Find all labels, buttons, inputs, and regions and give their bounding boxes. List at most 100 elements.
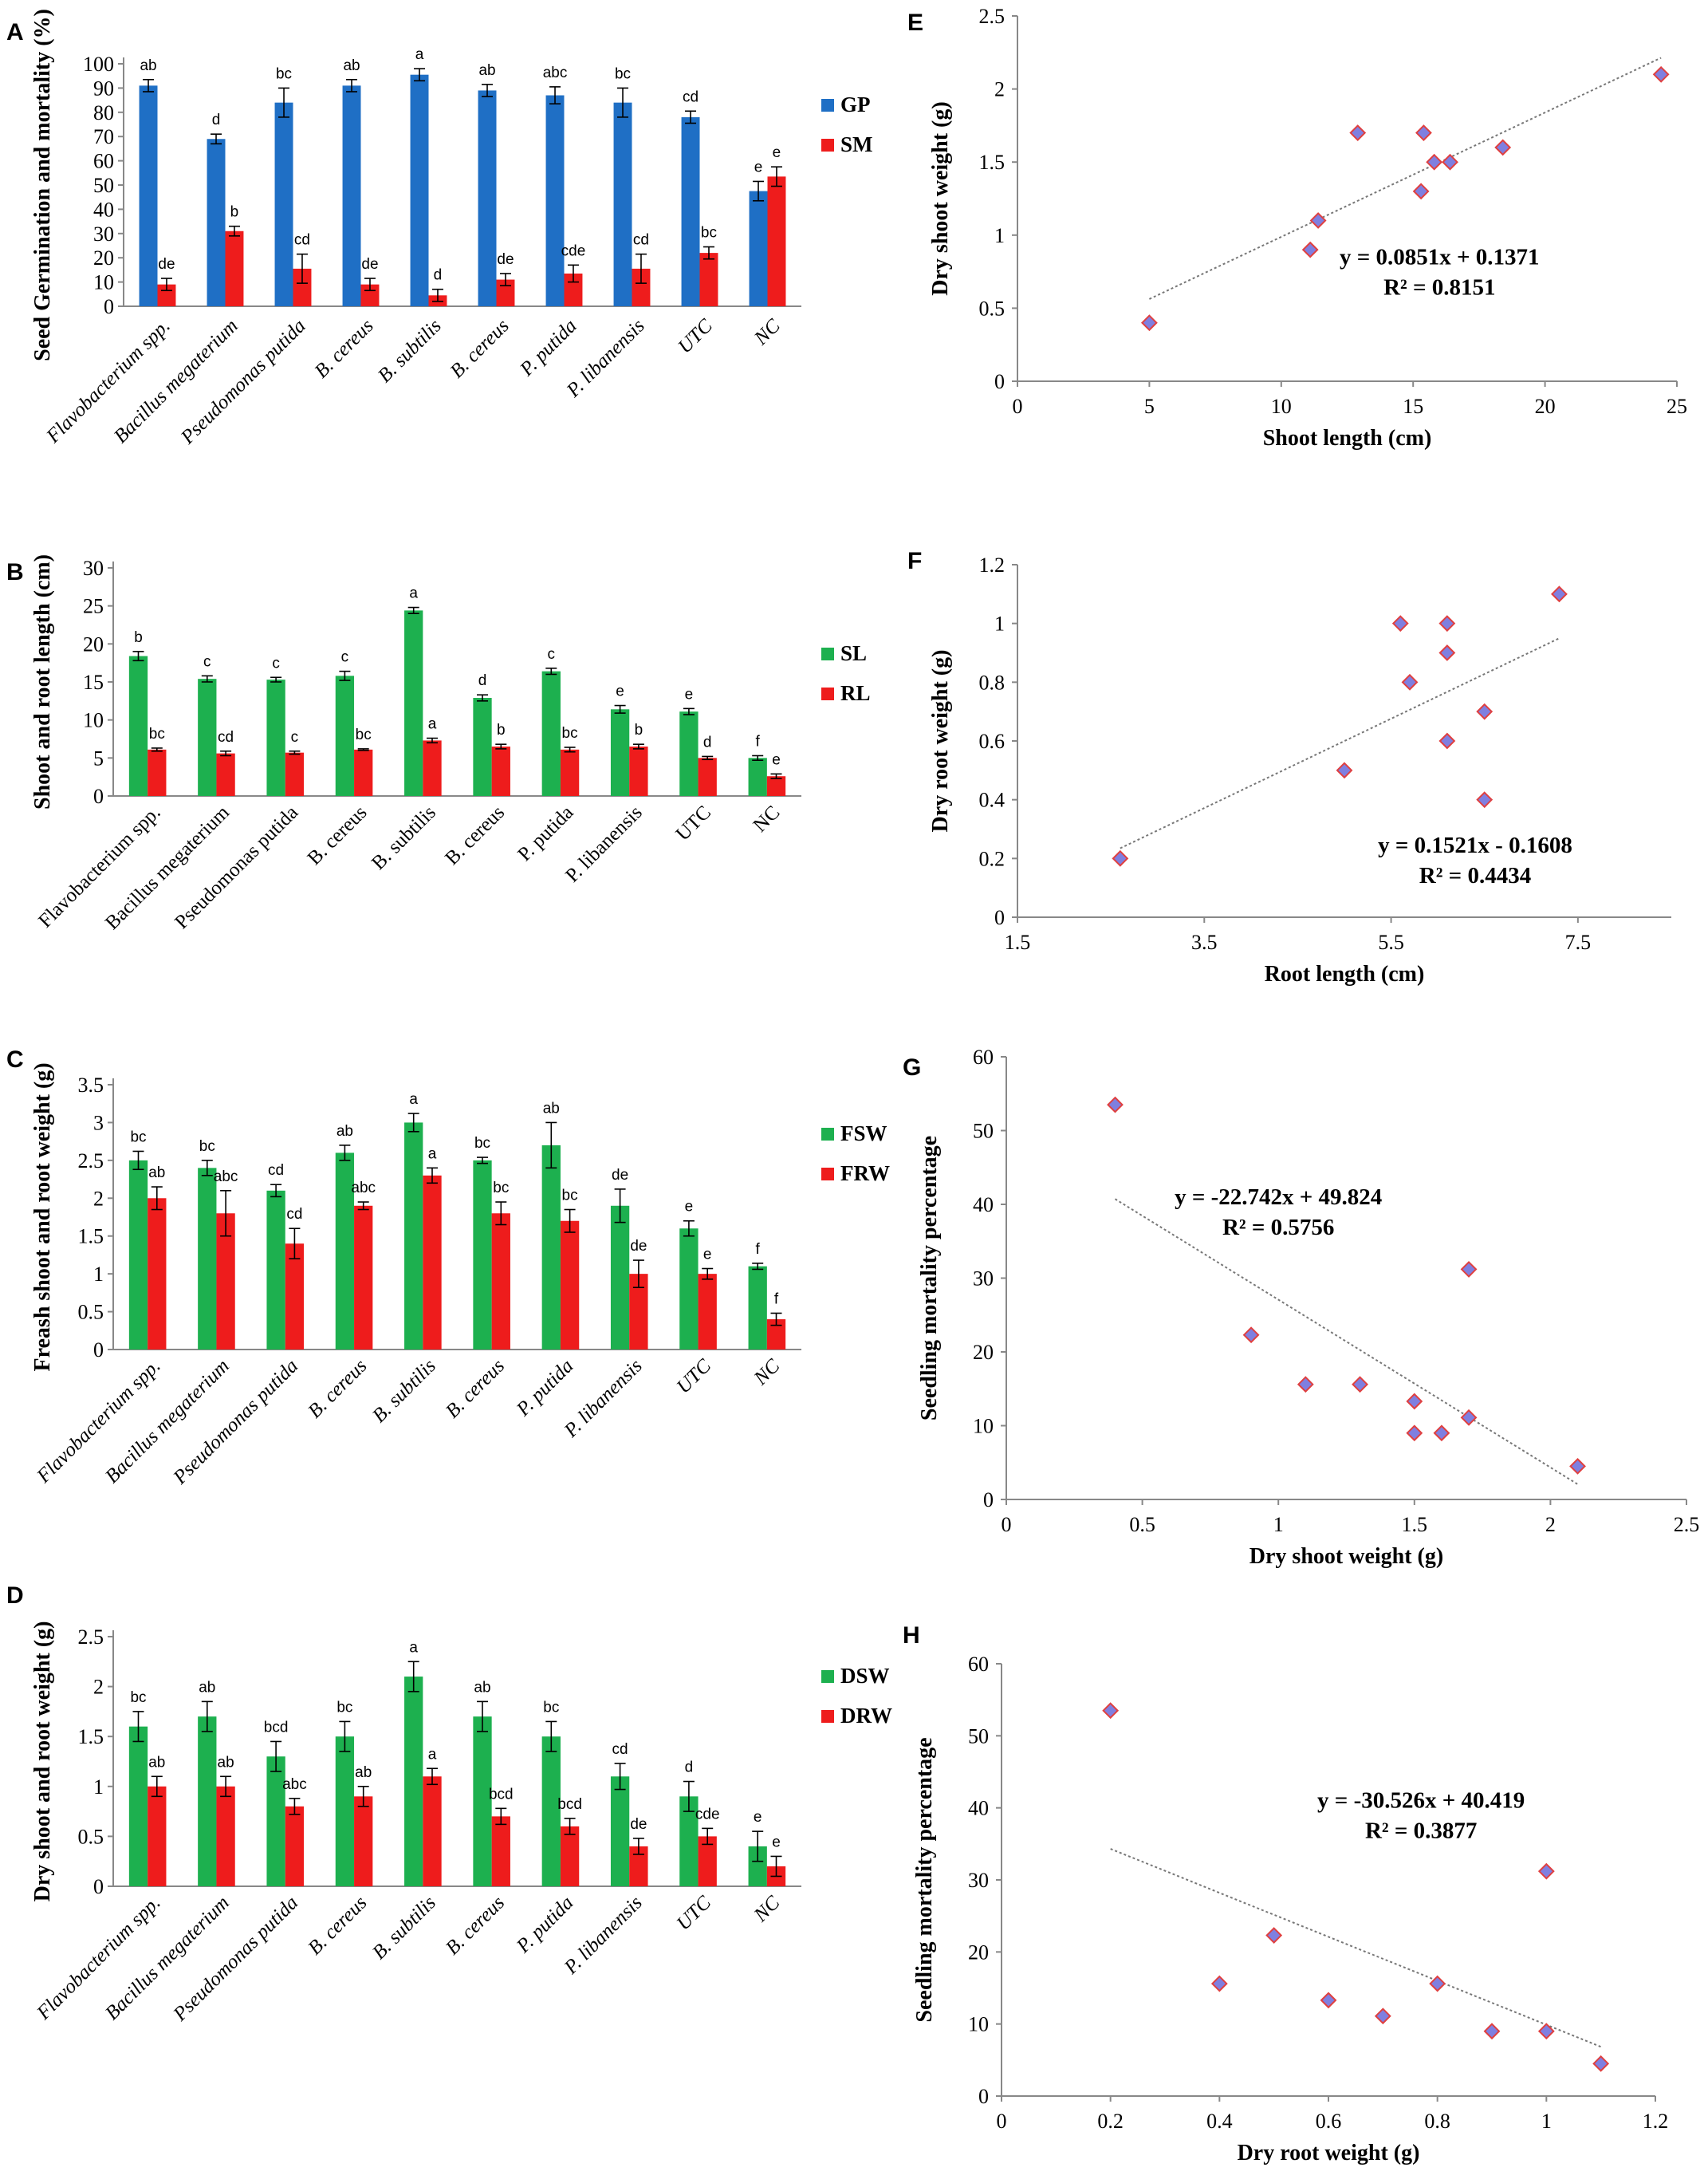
category-group: abc cde P. putida — [515, 65, 585, 381]
significance-letter: cd — [294, 232, 310, 249]
bar-rl — [698, 758, 717, 796]
data-point — [1242, 1326, 1260, 1344]
category-label: NC — [750, 1892, 785, 1927]
category-label: UTC — [673, 1892, 716, 1935]
category-label: UTC — [673, 1355, 716, 1398]
bar-frw — [148, 1198, 167, 1350]
bar-sm — [225, 231, 244, 306]
y-tick-label: 1 — [994, 613, 1005, 636]
x-tick-label: 25 — [1667, 395, 1687, 418]
category-label: B. cereus — [304, 1355, 371, 1422]
significance-letter: cd — [612, 1741, 628, 1758]
significance-letter: bc — [562, 725, 578, 742]
significance-letter: bc — [701, 225, 717, 242]
trendline — [1114, 1198, 1579, 1485]
data-point — [1442, 153, 1458, 171]
bar-dsw — [748, 1846, 767, 1886]
data-point — [1476, 791, 1494, 809]
y-tick-label: 40 — [973, 1193, 994, 1216]
significance-letter: d — [478, 672, 487, 689]
data-point — [1374, 2008, 1391, 2025]
category-label: UTC — [672, 802, 715, 845]
bar-fsw — [679, 1228, 699, 1350]
category-label: B. cereus — [442, 1892, 509, 1959]
significance-letter: abc — [543, 65, 568, 81]
y-axis-title: Seedling mortality percentage — [912, 1737, 937, 2022]
data-point — [1438, 615, 1456, 632]
x-axis-title: Dry shoot weight (g) — [1250, 1544, 1443, 1569]
y-tick-label: 30 — [83, 557, 104, 580]
bar-sm — [632, 268, 651, 306]
bar-drw — [354, 1796, 373, 1886]
bar-fsw — [610, 1205, 630, 1350]
category-label: Bacillus megaterium — [101, 802, 234, 934]
category-label: P. putida — [512, 1355, 577, 1420]
category-group: c bc P. putida — [514, 646, 580, 865]
significance-letter: ab — [199, 1679, 215, 1696]
significance-letter: a — [428, 1145, 437, 1162]
category-group: ab bc P. putida — [512, 1100, 580, 1420]
y-tick-label: 30 — [973, 1267, 994, 1290]
category-group: ee NC — [748, 1809, 786, 1927]
data-point — [1494, 139, 1512, 156]
bar-dsw — [335, 1736, 355, 1886]
significance-letter: c — [548, 646, 556, 663]
data-point — [1102, 1702, 1120, 1720]
data-point — [1438, 644, 1456, 661]
legend-label-drw: DRW — [840, 1704, 892, 1728]
y-tick-label: 0 — [104, 295, 114, 318]
panel-C: C 0 0.5 1 1.5 2 2.5 3 3.5 Freash shoot and root w… — [6, 1046, 890, 1489]
bar-frw — [423, 1175, 442, 1350]
bar-sl — [679, 711, 699, 796]
y-axis-title: Freash shoot and root weight (g) — [30, 1062, 55, 1371]
significance-letter: cd — [268, 1162, 284, 1179]
bar-sl — [748, 758, 767, 796]
significance-letter: cde — [561, 242, 586, 259]
significance-letter: bc — [615, 65, 631, 82]
bar-sm — [767, 176, 786, 306]
y-tick-label: 0.6 — [979, 730, 1006, 753]
significance-letter: c — [341, 649, 349, 666]
significance-letter: e — [754, 1809, 762, 1826]
category-group: cd cd Pseudomonas putida — [169, 1162, 305, 1489]
significance-letter: ab — [218, 1754, 234, 1771]
bar-fsw — [541, 1145, 561, 1350]
legend-label-sl: SL — [840, 641, 867, 665]
y-tick-label: 2 — [93, 1676, 104, 1699]
y-axis-title: Seed Germination and mortality (%) — [30, 9, 55, 361]
significance-letter: cd — [633, 232, 649, 249]
significance-letter: d — [434, 267, 443, 284]
category-label: Flavobacterium spp. — [33, 1355, 165, 1487]
significance-letter: bc — [130, 1129, 146, 1145]
y-tick-label: 2 — [93, 1187, 104, 1210]
significance-letter: bcd — [489, 1786, 514, 1803]
y-tick-label: 80 — [93, 101, 114, 124]
significance-letter: bc — [562, 1188, 578, 1204]
x-tick-label: 20 — [1535, 395, 1556, 418]
significance-letter: ab — [148, 1754, 165, 1771]
legend-label-gp: GP — [840, 93, 871, 116]
significance-letter: e — [685, 1199, 694, 1216]
data-point — [1415, 124, 1432, 141]
data-point — [1551, 585, 1568, 603]
y-tick-label: 2.5 — [78, 1625, 104, 1649]
y-tick-label: 1 — [93, 1263, 104, 1286]
data-point — [1320, 1992, 1337, 2009]
bar-rl — [148, 749, 167, 796]
y-tick-label: 20 — [83, 632, 104, 656]
bar-dsw — [610, 1776, 630, 1886]
bar-frw — [354, 1205, 373, 1350]
category-label: Pseudomonas putida — [171, 802, 302, 933]
y-tick-label: 1 — [994, 224, 1005, 247]
category-label: P. putida — [512, 1892, 577, 1957]
y-tick-label: 20 — [973, 1341, 994, 1364]
panel-letter: B — [6, 559, 24, 585]
x-tick-label: 0.4 — [1206, 2110, 1233, 2133]
category-group: ee NC — [749, 144, 786, 350]
trendline — [1148, 57, 1662, 300]
y-tick-label: 0 — [93, 785, 104, 808]
y-tick-label: 60 — [973, 1046, 994, 1069]
significance-letter: ab — [543, 1100, 560, 1117]
significance-letter: bc — [336, 1699, 352, 1716]
significance-letter: ab — [140, 57, 156, 74]
